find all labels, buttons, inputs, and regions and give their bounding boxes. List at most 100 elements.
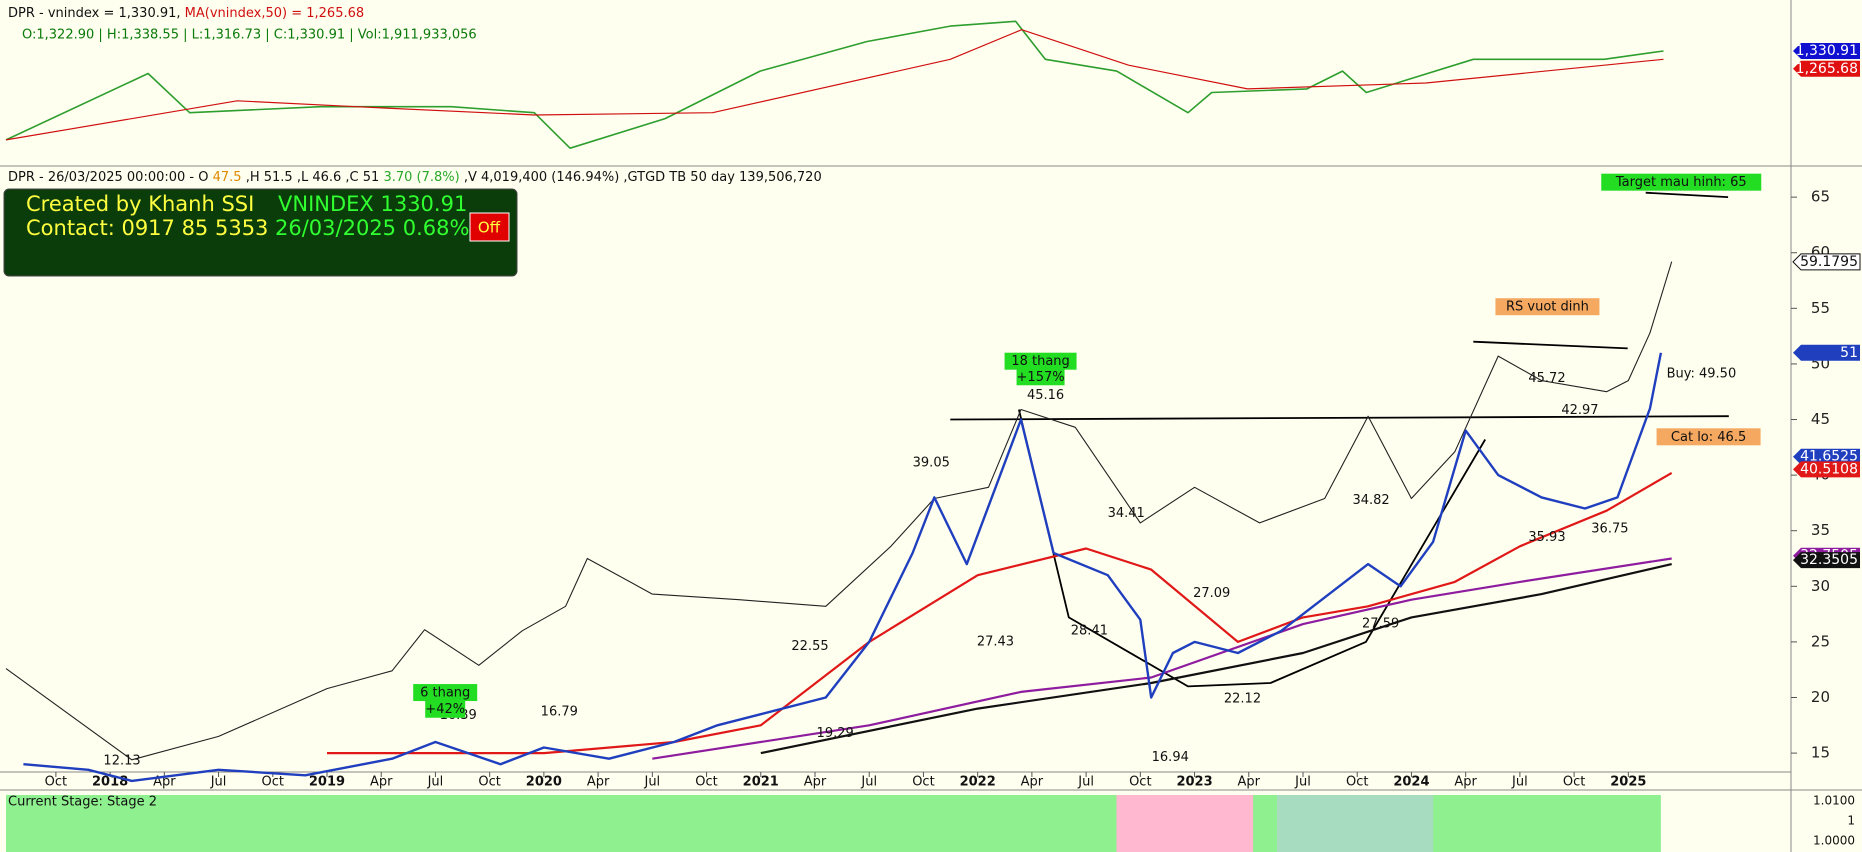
header-ohlc: O:1,322.90 | H:1,338.55 | L:1,316.73 | C… xyxy=(22,28,477,43)
annotation: 39.05 xyxy=(913,456,950,471)
last-value-badge xyxy=(1793,448,1860,465)
info-box-bg xyxy=(3,188,518,277)
annotation: 34.82 xyxy=(1352,493,1389,508)
annotation: 16.94 xyxy=(1152,750,1189,765)
x-tick-label: Oct xyxy=(1563,775,1585,790)
y-tick-label: 65 xyxy=(1811,188,1830,206)
annotation: 45.72 xyxy=(1528,371,1565,386)
x-tick-label: Jul xyxy=(1077,775,1094,790)
x-tick-label: Apr xyxy=(1454,775,1477,790)
annotation: 22.12 xyxy=(1224,692,1261,707)
annotation: 27.59 xyxy=(1362,617,1399,632)
last-value-label: 40.5108 xyxy=(1800,461,1858,477)
x-tick-label: Oct xyxy=(912,775,934,790)
x-tick-label: 2022 xyxy=(960,775,996,790)
annotation: 6 thang xyxy=(420,686,470,701)
last-value-label: 32.3505 xyxy=(1800,552,1858,568)
x-tick-label: Apr xyxy=(587,775,610,790)
info-index: VNINDEX 1330.91 xyxy=(278,192,467,216)
x-tick-label: Oct xyxy=(1129,775,1151,790)
info-text: Created by Khanh SSI xyxy=(26,192,254,216)
header: DPR - vnindex = 1,330.91, MA(vnindex,50)… xyxy=(8,6,364,21)
x-tick-label: 2021 xyxy=(743,775,779,790)
series-line xyxy=(5,20,1664,149)
annotation: 45.16 xyxy=(1027,388,1064,403)
annotation: 22.55 xyxy=(791,639,828,654)
x-tick-label: Apr xyxy=(1021,775,1044,790)
annotation: 27.43 xyxy=(977,634,1014,649)
annotation: +42% xyxy=(425,702,465,717)
x-tick-label: Jul xyxy=(210,775,227,790)
annotation: 12.13 xyxy=(103,753,140,768)
info-box: Created by Khanh SSI Contact: 0917 85 53… xyxy=(3,188,518,277)
y-tick-label: 55 xyxy=(1811,299,1830,317)
off-button-label[interactable]: Off xyxy=(478,219,501,237)
x-tick-label: 2023 xyxy=(1176,775,1212,790)
off-button[interactable] xyxy=(469,212,510,242)
x-tick-label: 2019 xyxy=(309,775,345,790)
y-tick-label: 15 xyxy=(1811,744,1830,762)
annotation: 18 thang xyxy=(1011,354,1069,369)
x-tick-label: Oct xyxy=(695,775,717,790)
info-text: Contact: 0917 85 5353 xyxy=(26,216,268,240)
stage-tick-label: 1.0100 xyxy=(1813,794,1855,808)
annotation-bg xyxy=(1601,173,1762,191)
stage-band xyxy=(1116,795,1254,852)
series-line xyxy=(23,352,1663,783)
x-tick-label: Oct xyxy=(45,775,67,790)
y-tick-label: 20 xyxy=(1811,688,1830,706)
x-tick-label: Apr xyxy=(1238,775,1261,790)
annotation-bg xyxy=(413,684,478,702)
annotation: Target mau hinh: 65 xyxy=(1615,175,1747,190)
last-value-badge xyxy=(1793,344,1860,361)
stage-tick-label: 1 xyxy=(1847,814,1855,828)
x-tick-label: Apr xyxy=(370,775,393,790)
series-line xyxy=(5,29,1664,141)
trend-line xyxy=(1645,191,1729,198)
series-line xyxy=(760,563,1672,755)
last-value-badge xyxy=(1793,552,1860,569)
y-tick-label: 25 xyxy=(1811,632,1830,650)
stage-label: Current Stage: Stage 2 xyxy=(8,795,157,810)
header-open: 47.5 xyxy=(213,170,242,185)
header-ma: MA(vnindex,50) = 1,265.68 xyxy=(185,6,364,21)
annotation-bg xyxy=(1004,352,1077,370)
x-tick-label: Jul xyxy=(860,775,877,790)
x-tick-label: 2018 xyxy=(92,775,128,790)
annotation-bg xyxy=(1016,368,1065,386)
header-change: 3.70 (7.8%) xyxy=(383,170,459,185)
annotation-bg xyxy=(425,700,466,718)
annotation: +157% xyxy=(1017,370,1065,385)
annotation: 16.79 xyxy=(541,704,578,719)
x-tick-label: Oct xyxy=(1346,775,1368,790)
last-value-label: 1,265.68 xyxy=(1796,61,1858,77)
header-text: ,V 4,019,400 (146.94%) ,GTGD TB 50 day 1… xyxy=(464,170,822,185)
trend-line xyxy=(1018,409,1486,688)
header-symbol: DPR - vnindex = 1,330.91, xyxy=(8,6,181,21)
series-line xyxy=(327,471,1673,755)
x-tick-label: 2020 xyxy=(526,775,562,790)
last-value-label: 1,330.91 xyxy=(1796,43,1858,59)
annotation-bg xyxy=(1495,298,1600,316)
annotation: 27.09 xyxy=(1193,586,1230,601)
annotation: 36.75 xyxy=(1591,522,1628,537)
annotation: 28.41 xyxy=(1071,624,1108,639)
x-tick-label: 2024 xyxy=(1393,775,1429,790)
last-value-badge xyxy=(1792,253,1861,271)
header-text: ,H 51.5 ,L 46.6 ,C 51 xyxy=(246,170,380,185)
x-tick-label: Jul xyxy=(427,775,444,790)
stage-band xyxy=(1276,795,1434,852)
series-line xyxy=(5,261,1673,761)
annotation: 19.29 xyxy=(817,726,854,741)
header: DPR - 26/03/2025 00:00:00 - O 47.5 ,H 51… xyxy=(8,170,822,185)
x-tick-label: Jul xyxy=(1511,775,1528,790)
annotation: 42.97 xyxy=(1561,403,1598,418)
trend-line xyxy=(950,415,1729,421)
x-tick-label: Jul xyxy=(1294,775,1311,790)
annotation: 35.93 xyxy=(1528,530,1565,545)
y-tick-label: 45 xyxy=(1811,410,1830,428)
x-tick-label: Apr xyxy=(804,775,827,790)
last-value-label: 41.6525 xyxy=(1800,449,1858,465)
